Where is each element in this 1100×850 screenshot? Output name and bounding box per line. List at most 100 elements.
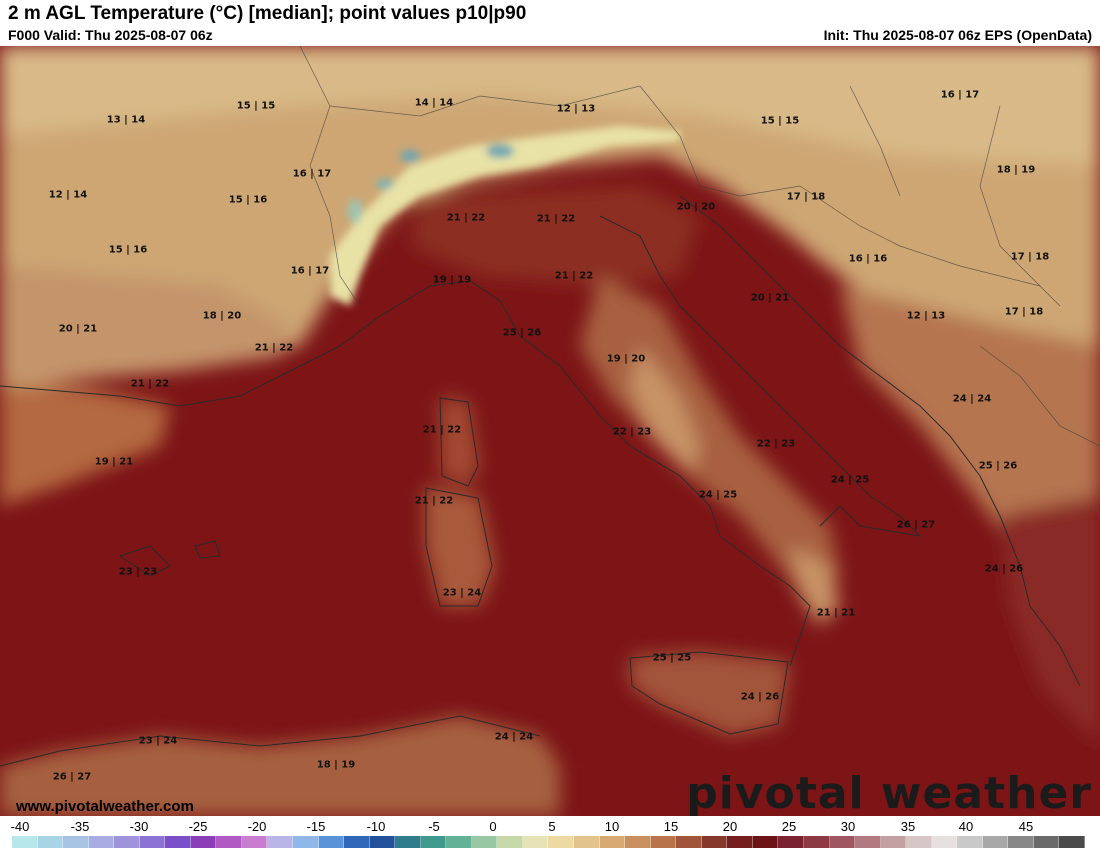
colorbar-swatch [267, 836, 294, 848]
colorbar-swatch [957, 836, 983, 848]
point-value-label: 15 | 15 [760, 115, 800, 127]
point-value-label: 21 | 22 [422, 424, 462, 436]
colorbar-tick-label: -20 [247, 819, 267, 834]
point-value-label: 18 | 19 [316, 759, 356, 771]
colorbar-swatch [446, 836, 472, 848]
brand-logo: pivotal weather [686, 768, 1092, 816]
colorbar-swatch [241, 836, 268, 848]
point-value-label: 21 | 22 [536, 213, 576, 225]
colorbar-swatch [829, 836, 856, 848]
map-canvas [0, 46, 1100, 816]
point-value-label: 17 | 18 [1010, 251, 1050, 263]
point-value-label: 21 | 22 [554, 270, 594, 282]
colorbar: -40 -35 -30 -25 -20 -15 -10 -5 0 5 10 15 20 25 30 35 40 4… [0, 816, 1100, 850]
colorbar-swatch [522, 836, 549, 848]
point-value-label: 25 | 26 [978, 460, 1018, 472]
colorbar-swatch [139, 836, 166, 848]
point-value-label: 20 | 21 [58, 323, 98, 335]
site-url[interactable]: www.pivotalweather.com [16, 798, 194, 815]
colorbar-swatch [12, 836, 38, 848]
colorbar-swatch [190, 836, 217, 848]
colorbar-swatch [548, 836, 575, 848]
point-value-label: 12 | 13 [906, 310, 946, 322]
point-value-label: 24 | 26 [984, 563, 1024, 575]
point-value-label: 26 | 27 [896, 519, 936, 531]
point-value-label: 18 | 19 [996, 164, 1036, 176]
point-value-label: 15 | 16 [108, 244, 148, 256]
point-value-label: 16 | 16 [848, 253, 888, 265]
colorbar-tick-label: 35 [900, 819, 916, 834]
colorbar-swatch [803, 836, 830, 848]
colorbar-swatch [293, 836, 319, 848]
colorbar-swatch [625, 836, 651, 848]
point-value-label: 21 | 22 [130, 378, 170, 390]
point-value-label: 20 | 20 [676, 201, 716, 213]
point-value-label: 16 | 17 [292, 168, 332, 180]
colorbar-swatch [574, 836, 600, 848]
point-value-label: 21 | 21 [816, 607, 856, 619]
colorbar-tick-label: 0 [489, 819, 497, 834]
temperature-map: 15 | 15 13 | 14 14 | 14 12 | 13 15 | 15 16 | … [0, 46, 1100, 816]
point-value-label: 24 | 25 [698, 489, 738, 501]
colorbar-swatch [1033, 836, 1060, 848]
point-value-label: 12 | 13 [556, 103, 596, 115]
colorbar-tick-label: 45 [1018, 819, 1034, 834]
point-value-label: 16 | 17 [290, 265, 330, 277]
country-borders [299, 46, 1100, 447]
point-value-label: 25 | 26 [502, 327, 542, 339]
colorbar-swatch [420, 836, 447, 848]
colorbar-tick-label: 10 [604, 819, 620, 834]
brand-text: pivotal weather [686, 768, 1092, 816]
point-value-label: 21 | 22 [446, 212, 486, 224]
point-value-label: 21 | 22 [254, 342, 294, 354]
colorbar-tick-label: -30 [129, 819, 149, 834]
colorbar-tick-label: 15 [663, 819, 679, 834]
colorbar-tick-label: -10 [366, 819, 386, 834]
colorbar-swatch [344, 836, 370, 848]
coastlines [0, 195, 1081, 767]
point-value-label: 18 | 20 [202, 310, 242, 322]
point-value-label: 15 | 15 [236, 100, 276, 112]
point-value-label: 24 | 24 [952, 393, 992, 405]
colorbar-swatch [395, 836, 421, 848]
colorbar-swatch [676, 836, 702, 848]
colorbar-swatch [727, 836, 753, 848]
point-value-label: 19 | 21 [94, 456, 134, 468]
colorbar-tick-label: -35 [70, 819, 90, 834]
colorbar-swatch [880, 836, 907, 848]
point-value-label: 17 | 18 [1004, 306, 1044, 318]
map-title: 2 m AGL Temperature (°C) [median]; point… [8, 3, 527, 24]
colorbar-swatch [855, 836, 881, 848]
point-value-label: 23 | 24 [138, 735, 178, 747]
point-value-label: 20 | 21 [750, 292, 790, 304]
colorbar-tick-label: 20 [722, 819, 738, 834]
point-value-label: 24 | 25 [830, 474, 870, 486]
point-value-label: 19 | 19 [432, 274, 472, 286]
colorbar-swatch [471, 836, 498, 848]
valid-time: F000 Valid: Thu 2025-08-07 06z [8, 27, 213, 43]
point-value-label: 24 | 26 [740, 691, 780, 703]
colorbar-swatch [165, 836, 191, 848]
point-value-label: 17 | 18 [786, 191, 826, 203]
point-value-label: 21 | 22 [414, 495, 454, 507]
point-value-label: 25 | 25 [652, 652, 692, 664]
colorbar-tick-label: 30 [840, 819, 856, 834]
temperature-field [0, 46, 1100, 816]
colorbar-swatch [650, 836, 677, 848]
point-value-label: 19 | 20 [606, 353, 646, 365]
point-value-label: 12 | 14 [48, 189, 88, 201]
point-value-label: 13 | 14 [106, 114, 146, 126]
colorbar-swatch [906, 836, 932, 848]
point-value-label: 14 | 14 [414, 97, 454, 109]
colorbar-tick-label: 25 [781, 819, 797, 834]
colorbar-scale [12, 836, 1085, 848]
colorbar-swatch [982, 836, 1009, 848]
point-value-label: 23 | 24 [442, 587, 482, 599]
colorbar-tick-label: 5 [548, 819, 556, 834]
colorbar-swatch [778, 836, 804, 848]
point-value-label: 22 | 23 [612, 426, 652, 438]
colorbar-swatch [37, 836, 64, 848]
colorbar-swatch [318, 836, 345, 848]
point-value-label: 15 | 16 [228, 194, 268, 206]
point-value-label: 26 | 27 [52, 771, 92, 783]
